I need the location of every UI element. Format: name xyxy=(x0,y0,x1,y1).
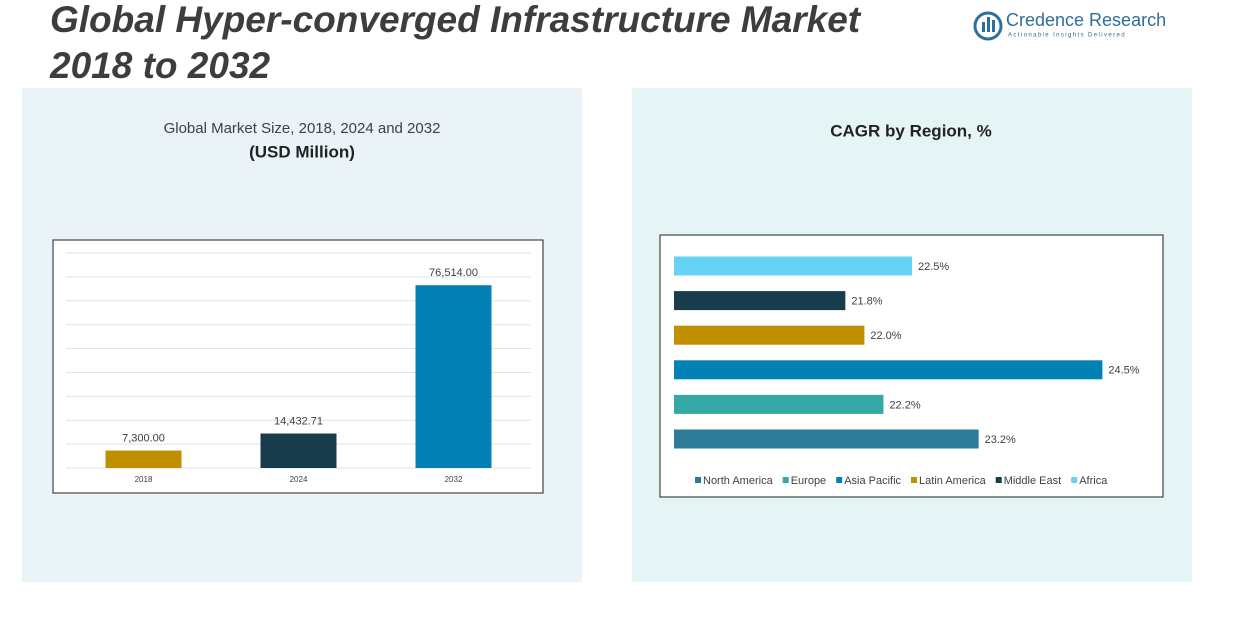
legend-label: Asia Pacific xyxy=(844,475,901,487)
value-label: 21.8% xyxy=(851,296,882,308)
legend-swatch xyxy=(782,477,789,483)
bar xyxy=(674,291,846,311)
value-label: 22.2% xyxy=(889,399,920,411)
legend-label: Europe xyxy=(791,475,826,487)
value-label: 23.2% xyxy=(985,434,1016,446)
value-label: 24.5% xyxy=(1108,365,1139,377)
legend-label: Middle East xyxy=(1004,475,1061,487)
x-tick-label: 2032 xyxy=(445,475,463,484)
value-label: 22.0% xyxy=(870,330,901,342)
legend-swatch xyxy=(911,477,918,483)
bar xyxy=(260,433,337,468)
x-tick-label: 2024 xyxy=(290,475,308,484)
legend-label: Africa xyxy=(1079,475,1108,487)
legend-swatch xyxy=(836,477,843,483)
value-label: 76,514.00 xyxy=(429,267,478,279)
value-label: 7,300.00 xyxy=(122,432,165,444)
bar xyxy=(674,429,979,449)
legend-swatch xyxy=(695,477,701,483)
value-label: 22.5% xyxy=(918,261,949,273)
title-line: Global Hyper-converged Infrastructure Ma… xyxy=(50,0,862,40)
x-tick-label: 2018 xyxy=(135,475,153,484)
bar xyxy=(105,450,182,468)
chart-subtitle: (USD Million) xyxy=(249,142,355,161)
title-line: 2018 to 2032 xyxy=(49,45,271,86)
bar xyxy=(674,394,884,414)
logo-icon xyxy=(982,22,985,32)
bar xyxy=(674,360,1103,380)
bar xyxy=(415,285,492,468)
value-label: 14,432.71 xyxy=(274,415,323,427)
logo-icon xyxy=(987,17,990,32)
legend-label: Latin America xyxy=(919,475,987,487)
logo-tagline: Actionable Insights Delivered xyxy=(1008,33,1126,39)
legend-swatch xyxy=(995,477,1002,483)
logo: Credence Research Actionable Insights De… xyxy=(973,10,1166,41)
bar xyxy=(674,325,865,345)
logo-icon xyxy=(992,20,995,32)
legend-label: North America xyxy=(703,475,774,487)
logo-name: Credence Research xyxy=(1006,10,1166,30)
chart-title: CAGR by Region, % xyxy=(830,121,992,140)
chart-title: Global Market Size, 2018, 2024 and 2032 xyxy=(164,120,441,137)
logo-icon xyxy=(973,11,1003,41)
bar xyxy=(674,256,912,276)
legend-swatch xyxy=(1071,477,1078,483)
